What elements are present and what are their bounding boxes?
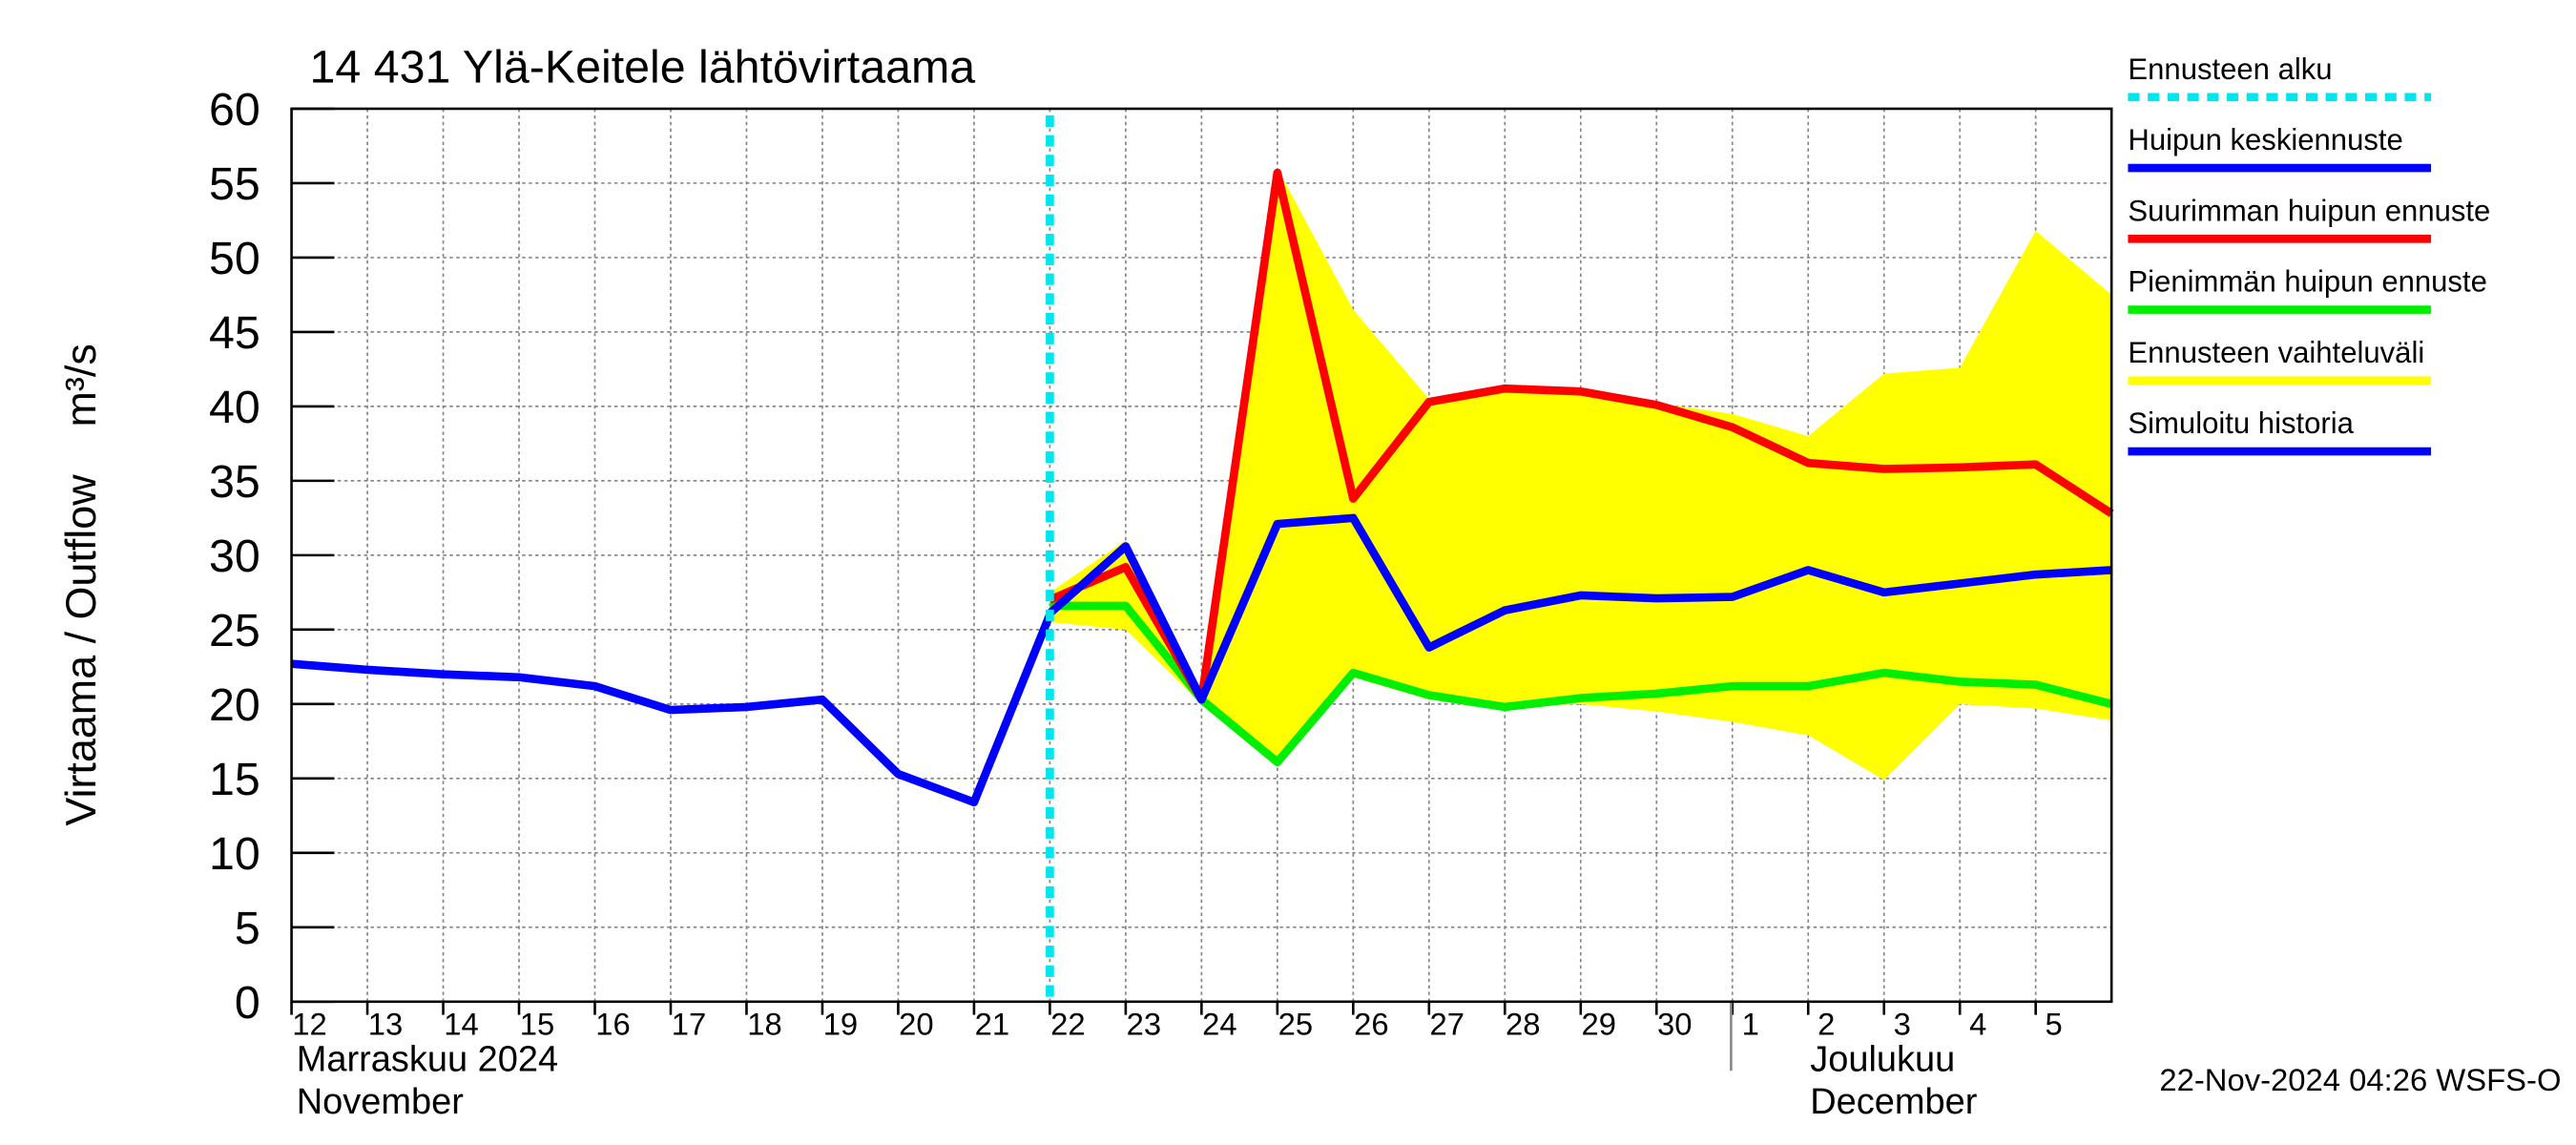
series-line [1049, 601, 2113, 766]
y-tick-label: 55 [209, 158, 260, 210]
x-tick-label: 16 [595, 1006, 630, 1041]
x-tick-label: 14 [444, 1006, 478, 1041]
y-axis-label: Virtaama / Outflow m³/s [56, 344, 105, 825]
footer: 22-Nov-2024 04:26 WSFS-O [2159, 1062, 2561, 1097]
x-tick-label: 13 [368, 1006, 403, 1041]
series-line [291, 613, 1054, 807]
x-tick-label: 30 [1657, 1006, 1692, 1041]
y-tick-label: 40 [209, 382, 260, 433]
y-tick-label: 45 [209, 307, 260, 359]
x-tick-label: 27 [1430, 1006, 1465, 1041]
legend-label: Ennusteen alku [2128, 52, 2332, 86]
x-tick-label: 24 [1202, 1006, 1236, 1041]
series-line [1047, 513, 2112, 704]
legend-label: Simuloitu historia [2128, 406, 2354, 440]
x-tick-label: 3 [1894, 1006, 1911, 1041]
month-label: Joulukuu [1810, 1039, 1955, 1079]
y-tick-label: 50 [209, 233, 260, 284]
x-tick-label: 28 [1506, 1006, 1540, 1041]
y-tick-label: 10 [209, 828, 260, 880]
y-tick-label: 15 [209, 754, 260, 805]
x-tick-label: 26 [1354, 1006, 1388, 1041]
x-tick-label: 29 [1582, 1006, 1616, 1041]
legend-label: Suurimman huipun ennuste [2128, 194, 2490, 227]
series-line [1048, 168, 2114, 704]
y-tick-label: 25 [209, 605, 260, 656]
x-tick-label: 20 [899, 1006, 933, 1041]
x-tick-label: 18 [747, 1006, 781, 1041]
month-label-en: November [297, 1082, 464, 1122]
y-tick-label: 60 [209, 84, 260, 135]
month-label-en: December [1810, 1082, 1977, 1122]
plot-frame [290, 107, 2113, 1004]
y-tick-label: 35 [209, 456, 260, 508]
x-tick-label: 4 [1969, 1006, 1986, 1041]
x-tick-label: 2 [1818, 1006, 1835, 1041]
x-tick-label: 17 [672, 1006, 706, 1041]
y-tick-label: 20 [209, 679, 260, 731]
x-tick-label: 19 [823, 1006, 858, 1041]
x-tick-label: 12 [292, 1006, 326, 1041]
y-tick-label: 5 [235, 903, 260, 954]
chart-title: 14 431 Ylä-Keitele lähtövirtaama [310, 41, 976, 93]
x-tick-label: 15 [520, 1006, 554, 1041]
legend-label: Huipun keskiennuste [2128, 123, 2402, 156]
legend-label: Ennusteen vaihteluväli [2128, 336, 2424, 369]
legend-label: Pienimmän huipun ennuste [2128, 265, 2486, 299]
x-tick-label: 1 [1742, 1006, 1759, 1041]
x-tick-label: 22 [1050, 1006, 1085, 1041]
x-tick-label: 21 [975, 1006, 1009, 1041]
y-tick-label: 0 [235, 977, 260, 1029]
month-label: Marraskuu 2024 [297, 1039, 558, 1079]
x-tick-label: 5 [2046, 1006, 2063, 1041]
x-tick-label: 25 [1278, 1006, 1313, 1041]
x-tick-label: 23 [1127, 1006, 1161, 1041]
y-tick-label: 30 [209, 531, 260, 582]
